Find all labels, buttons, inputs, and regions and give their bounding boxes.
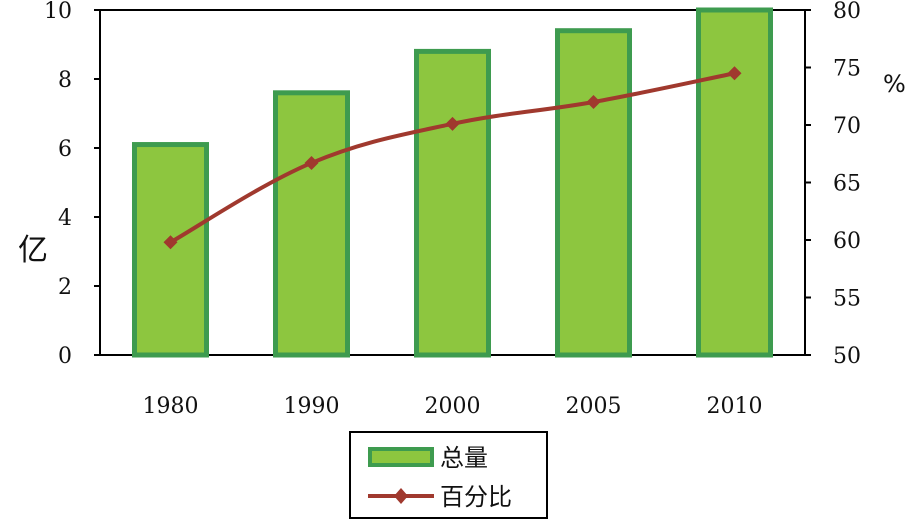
- bar-2005: [555, 28, 632, 358]
- bar-2010: [696, 7, 773, 358]
- x-tick-label: 2010: [707, 394, 763, 419]
- y-tick-label: 6: [58, 137, 72, 162]
- legend-label-bar: 总量: [440, 444, 488, 472]
- y2-tick-label: 80: [833, 0, 861, 24]
- legend: 总量 百分比: [349, 431, 548, 519]
- y2-tick-label: 50: [833, 344, 861, 369]
- y-tick-label: 0: [58, 344, 72, 369]
- line-series: [163, 66, 742, 250]
- x-tick-label: 2005: [566, 394, 622, 419]
- x-tick-label: 1980: [143, 394, 199, 419]
- point-2010: [727, 66, 742, 81]
- y2-tick-label: 65: [833, 172, 861, 197]
- right-axis-ticks: 50 55 60 65 70 75 80: [805, 0, 861, 369]
- y-axis-title: 亿: [18, 233, 48, 268]
- y-tick-label: 4: [58, 206, 72, 231]
- bar-1980: [132, 142, 209, 358]
- bar-1990: [273, 90, 350, 358]
- y2-tick-label: 60: [833, 229, 861, 254]
- x-axis-ticks: 1980 1990 2000 2005 2010: [143, 394, 763, 419]
- legend-box: [349, 431, 548, 519]
- bar-2000: [414, 48, 491, 358]
- point-2005: [586, 95, 601, 109]
- legend-swatch-bar: [368, 447, 434, 467]
- left-axis-ticks: 0 2 4 6 8 10: [44, 0, 100, 369]
- point-1990: [304, 155, 319, 170]
- y2-tick-label: 55: [833, 287, 861, 312]
- y2-axis-title: %: [883, 70, 905, 98]
- point-1980: [163, 235, 178, 250]
- y2-tick-label: 75: [833, 57, 861, 82]
- legend-label-line: 百分比: [440, 483, 512, 511]
- y2-tick-label: 70: [833, 114, 861, 139]
- y-tick-label: 10: [44, 0, 72, 24]
- x-tick-label: 2000: [425, 394, 481, 419]
- y-tick-label: 2: [58, 275, 72, 300]
- legend-marker: [394, 488, 408, 504]
- x-tick-label: 1990: [284, 394, 340, 419]
- y-tick-label: 8: [58, 68, 72, 93]
- point-2000: [445, 116, 460, 131]
